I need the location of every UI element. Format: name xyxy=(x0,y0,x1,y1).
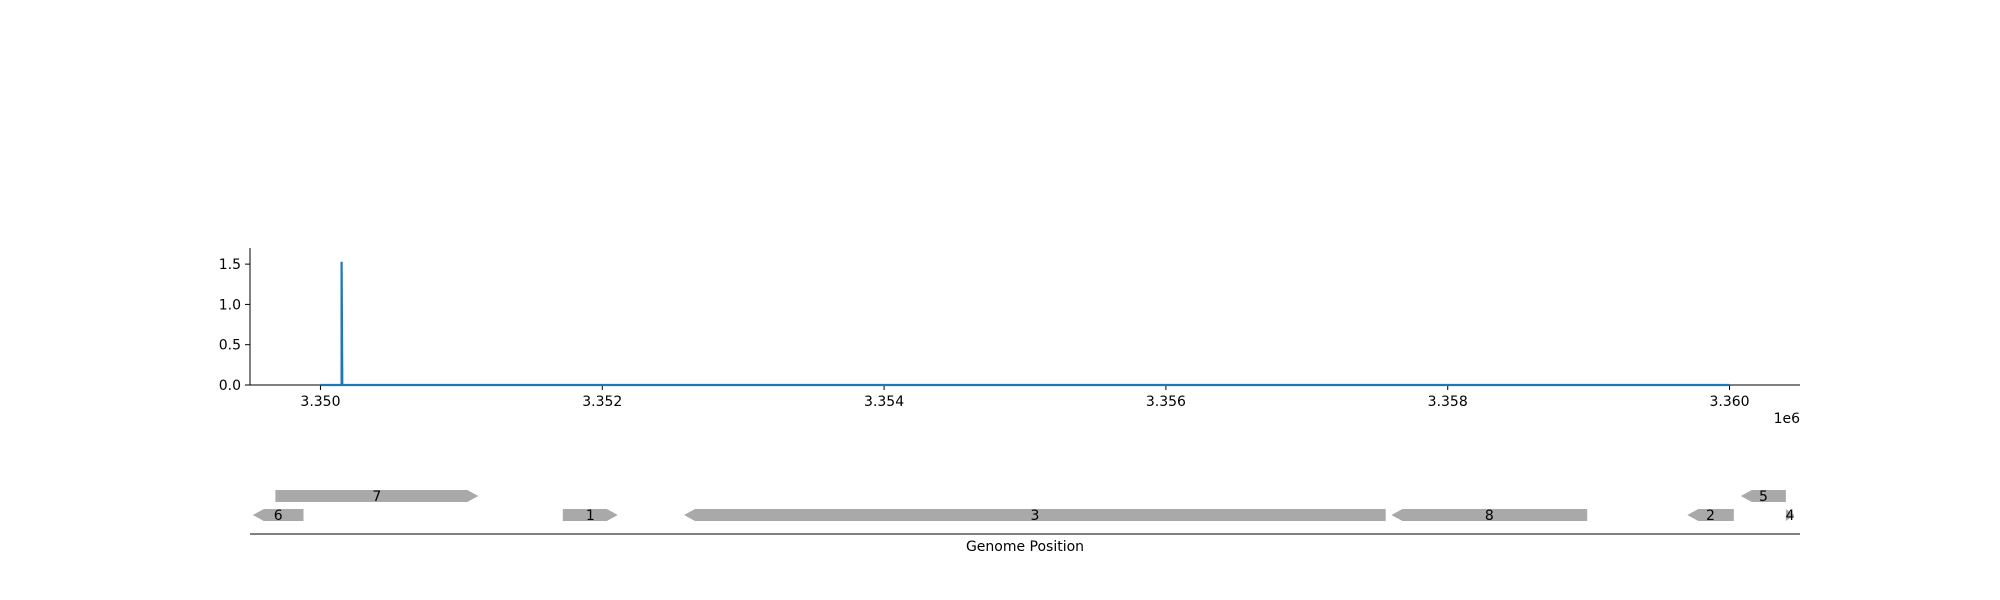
x-offset-label: 1e6 xyxy=(1774,411,1801,427)
x-tick-label: 3.350 xyxy=(300,394,340,410)
gene-arrow xyxy=(252,509,304,521)
series-group xyxy=(320,261,1730,387)
y-ticks: 0.0 0.5 1.0 1.5 xyxy=(219,257,250,394)
gene-label: 6 xyxy=(274,508,283,524)
gene-arrow xyxy=(1391,509,1588,521)
y-tick-label: 1.0 xyxy=(219,297,241,313)
x-tick-label: 3.356 xyxy=(1146,394,1186,410)
coverage-axes: 3.350 3.352 3.354 3.356 3.358 3.360 0.0 0.5 1.0… xyxy=(219,248,1800,427)
x-tick-label: 3.352 xyxy=(582,394,622,410)
gene-label: 5 xyxy=(1759,489,1768,505)
gene-label: 3 xyxy=(1030,508,1039,524)
gene-arrow xyxy=(562,509,618,521)
x-axis-title: Genome Position xyxy=(966,539,1084,555)
gene-label: 4 xyxy=(1786,508,1795,524)
gene-arrow xyxy=(1687,509,1734,521)
x-ticks: 3.350 3.352 3.354 3.356 3.358 3.360 xyxy=(300,385,1750,410)
x-tick-label: 3.358 xyxy=(1428,394,1468,410)
genes-group: 7 6 1 3 8 2 5 4 xyxy=(252,489,1795,524)
gene-arrow xyxy=(1785,509,1795,521)
gene-track: 7 6 1 3 8 2 5 4 Genome Position xyxy=(250,489,1800,555)
gene-arrow xyxy=(1740,490,1786,502)
y-tick-label: 0.0 xyxy=(219,378,241,394)
gene-label: 2 xyxy=(1706,508,1715,524)
x-tick-label: 3.360 xyxy=(1709,394,1749,410)
gene-arrow xyxy=(275,490,479,502)
x-tick-label: 3.354 xyxy=(864,394,904,410)
coverage-series-line xyxy=(320,261,1730,387)
gene-label: 1 xyxy=(586,508,595,524)
gene-arrow xyxy=(684,509,1386,521)
y-tick-label: 0.5 xyxy=(219,338,241,354)
y-tick-label: 1.5 xyxy=(219,257,241,273)
gene-label: 7 xyxy=(372,489,381,505)
gene-label: 8 xyxy=(1485,508,1494,524)
